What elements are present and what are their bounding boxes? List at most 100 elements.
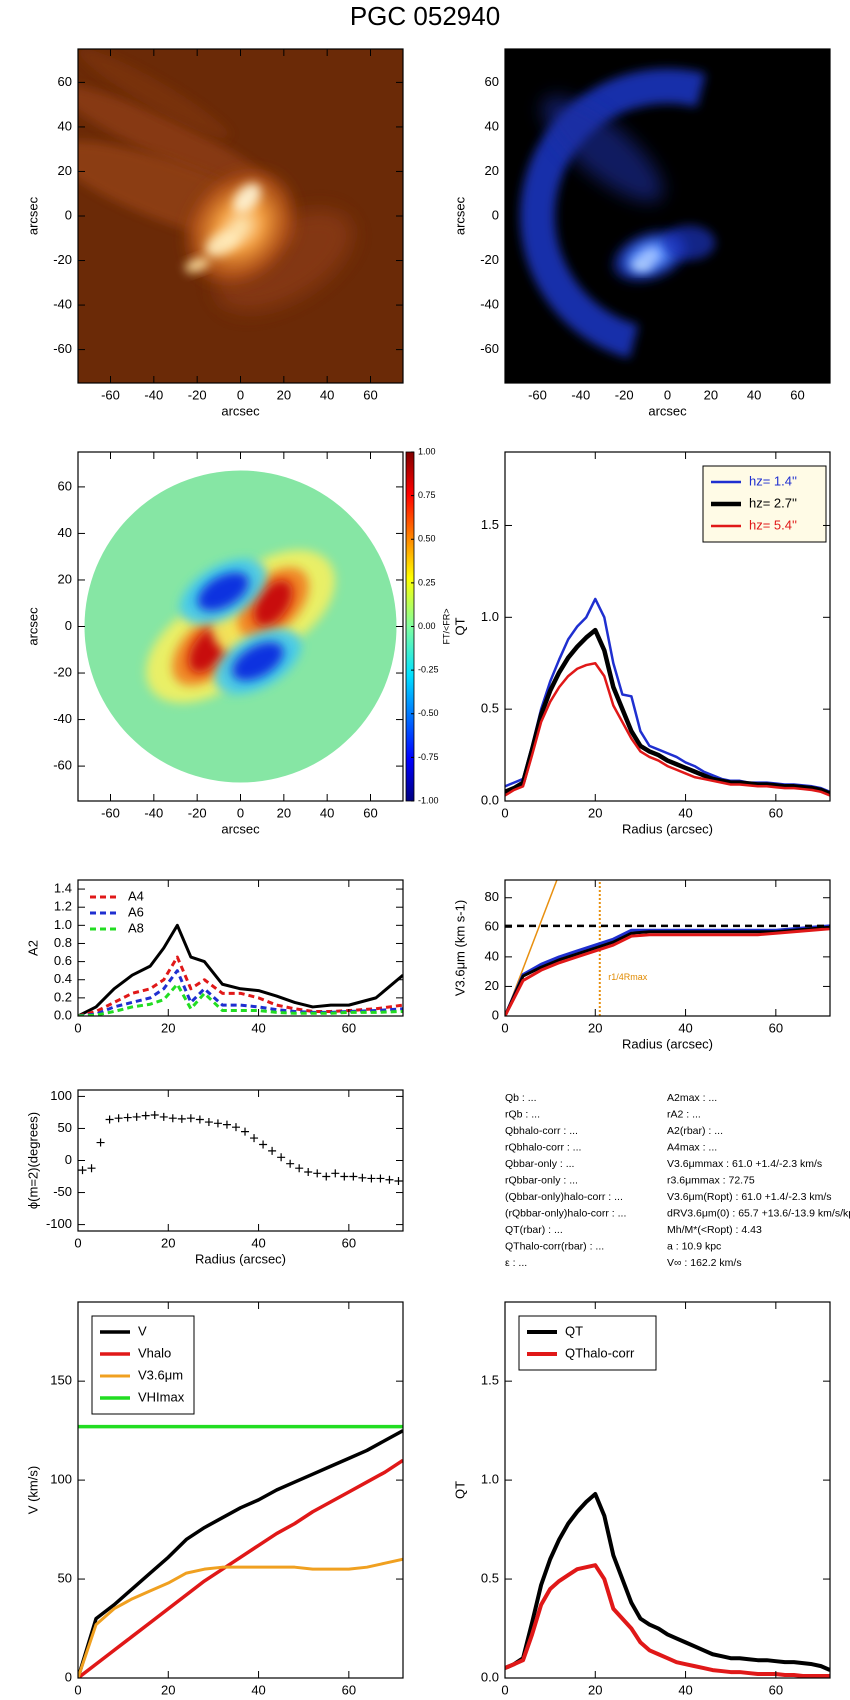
legend-box [702,465,827,543]
y-tick-label: -40 [53,711,72,726]
plot-area [78,1424,403,1678]
legend-label: hz= 5.4'' [749,517,797,532]
legend-label: Vhalo [138,1345,171,1360]
legend-label: hz= 2.7'' [749,495,797,510]
colorbar-tick-label: 0.00 [418,621,436,631]
y-tick-label: 0.0 [54,1007,72,1022]
info-line: A2max : ... [667,1092,717,1104]
scatter-point [123,1113,132,1122]
x-axis-label: Radius (arcsec) [622,821,713,836]
y-tick-label: 80 [485,889,499,904]
plot-area [78,923,403,1016]
y-tick-label: 20 [485,978,499,993]
legend-label: A8 [128,920,144,935]
x-tick-label: 40 [678,805,692,820]
image-feature [78,84,273,192]
series-line [78,955,403,1016]
scatter-point [268,1146,277,1155]
scatter-point [186,1114,195,1123]
info-line: (Qbbar-only)halo-corr : ... [505,1191,623,1203]
x-tick-label: 0 [74,1020,81,1035]
scatter-point [132,1112,141,1121]
y-tick-label: 40 [485,948,499,963]
x-tick-label: -20 [615,387,634,402]
x-tick-label: 20 [277,387,291,402]
scatter-point [313,1169,322,1178]
image-feature [232,642,284,681]
legend-label: QThalo-corr [565,1345,635,1360]
image-feature [663,225,716,261]
y-tick-label: 0 [65,1669,72,1684]
y-tick-label: 60 [485,919,499,934]
colorbar-tick-label: -0.25 [418,665,439,675]
plot-area [505,49,830,383]
x-tick-label: 60 [769,1682,783,1697]
x-axis-label: Radius (arcsec) [195,1251,286,1266]
scatter-point [295,1164,304,1173]
plot-area [78,1111,403,1186]
y-tick-label: 0.2 [54,989,72,1004]
y-tick-label: 0 [65,1152,72,1167]
scatter-point [114,1114,123,1123]
y-tick-label: 20 [58,571,72,586]
image-feature [205,229,241,257]
x-tick-label: 0 [664,387,671,402]
scatter-point [331,1169,340,1178]
y-tick-label: 1.5 [481,517,499,532]
info-line: dRV3.6μm(0) : 65.7 +13.6/-13.9 km/s/kpc [667,1207,850,1219]
x-tick-label: 0 [501,1020,508,1035]
image-feature [253,580,293,627]
scatter-point [241,1127,250,1136]
y-tick-label: 0.6 [54,953,72,968]
info-line: rQb : ... [505,1108,540,1120]
x-tick-label: 60 [342,1020,356,1035]
plot-area [505,880,830,1016]
x-tick-label: 40 [678,1682,692,1697]
scatter-point [259,1140,268,1149]
y-tick-label: 0 [65,618,72,633]
y-tick-label: 1.0 [481,1472,499,1487]
x-tick-label: 20 [161,1682,175,1697]
colorbar-label: FT/<FR> [441,608,451,644]
image-feature [178,162,303,292]
y-axis-label: QT [452,1481,467,1499]
y-axis-label: arcsec [25,196,40,235]
x-tick-label: 0 [501,1682,508,1697]
y-tick-label: 60 [58,74,72,89]
legend-label: A6 [128,904,144,919]
plot-frame [77,1089,404,1232]
x-tick-label: 60 [342,1235,356,1250]
legend-label: hz= 1.4'' [749,473,797,488]
image-feature [233,183,261,214]
series-line [505,627,830,796]
x-tick-label: -40 [571,387,590,402]
y-axis-label: V3.6μm (km s-1) [452,900,467,996]
scatter-point [340,1172,349,1181]
scatter-point [204,1118,213,1127]
x-tick-label: 40 [251,1235,265,1250]
y-tick-label: -20 [480,252,499,267]
info-line: Mh/M*(<Ropt) : 4.43 [667,1224,762,1236]
x-tick-label: 40 [320,387,334,402]
x-tick-label: 0 [74,1235,81,1250]
y-axis-label: A2 [25,940,40,956]
y-tick-label: 20 [485,163,499,178]
y-tick-label: 1.0 [481,609,499,624]
x-tick-label: 0 [237,387,244,402]
scatter-point [195,1115,204,1124]
x-tick-label: 60 [342,1682,356,1697]
plot-area [78,452,403,801]
scatter-point [141,1111,150,1120]
y-tick-label: 0 [65,207,72,222]
info-line: rA2 : ... [667,1108,701,1120]
x-tick-label: -20 [188,387,207,402]
info-line: V∞ : 162.2 km/s [667,1257,742,1269]
info-line: V3.6μm(Ropt) : 61.0 +1.4/-2.3 km/s [667,1191,832,1203]
scatter-point [105,1115,114,1124]
y-tick-label: -40 [480,297,499,312]
x-tick-label: 0 [501,805,508,820]
scatter-point [177,1114,186,1123]
plot-area [78,49,403,383]
x-tick-label: 60 [790,387,804,402]
